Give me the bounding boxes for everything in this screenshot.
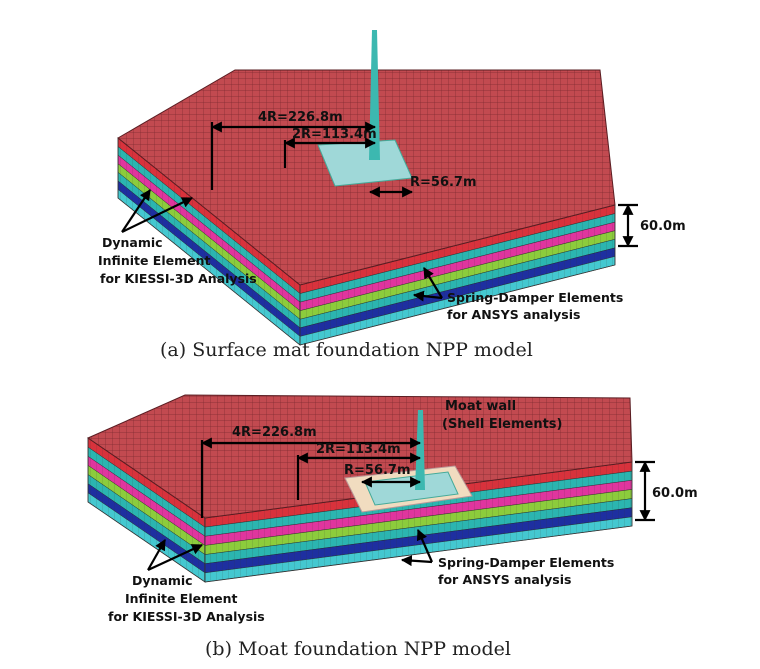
caption: (a) Surface mat foundation NPP model [160,339,533,361]
foundation [317,139,413,187]
soil-layers [87,137,633,583]
dimension-label: 4R=226.8m [232,425,317,440]
annotation: Infinite Element [125,591,238,606]
depth-label: 60.0m [652,486,698,501]
dimension-label: R=56.7m [410,175,477,190]
arrow [147,544,203,571]
depth-label: 60.0m [640,219,686,234]
dimension-label: 4R=226.8m [258,110,343,125]
caption: (b) Moat foundation NPP model [205,638,511,660]
annotation: Spring-Damper Elements [438,555,614,570]
annotation: for KIESSI-3D Analysis [100,271,257,286]
annotation: for ANSYS analysis [447,307,580,322]
arrow [147,539,166,571]
arrow [412,290,443,302]
annotation: (Shell Elements) [442,417,562,432]
arrow [400,555,433,567]
arrow [416,528,434,563]
dimension-label: R=56.7m [344,463,411,478]
dimension-label: 2R=113.4m [316,442,401,457]
annotation: Dynamic [132,573,193,588]
annotation: Spring-Damper Elements [447,290,623,305]
structure [415,410,425,490]
annotation: Moat wall [445,399,516,414]
arrow [121,197,193,233]
annotation: for KIESSI-3D Analysis [108,609,265,624]
arrow [121,189,151,233]
annotation: Infinite Element [98,253,211,268]
annotation: for ANSYS analysis [438,572,571,587]
dimension-label: 2R=113.4m [292,127,377,142]
annotation: Dynamic [102,235,163,250]
arrow [423,267,443,299]
